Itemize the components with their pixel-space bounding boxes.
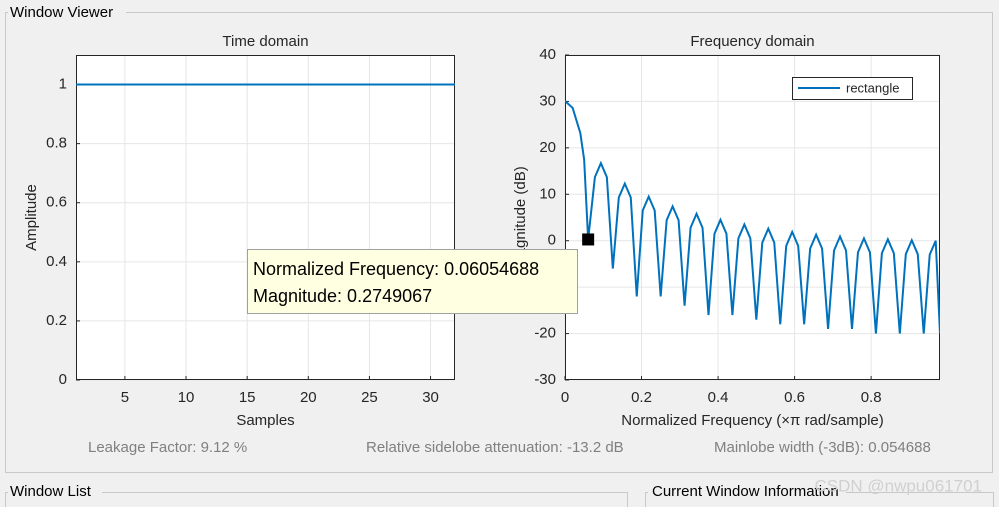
x-tick-label: 15 xyxy=(239,389,256,406)
frame-label-bg xyxy=(8,3,126,23)
axes: 00.20.40.60.8-30-20-10010203040Frequency… xyxy=(512,33,940,429)
y-tick-label: -20 xyxy=(534,325,556,342)
stat: Mainlobe width (-3dB): 0.054688 xyxy=(714,439,931,456)
legend-label: rectangle xyxy=(846,80,899,95)
y-tick-label: 0 xyxy=(59,371,67,388)
y-axis-label: Amplitude xyxy=(23,184,40,251)
x-tick-label: 0 xyxy=(561,389,569,406)
x-axis-label: Normalized Frequency (×π rad/sample) xyxy=(621,412,884,429)
chart-title: Frequency domain xyxy=(690,33,814,50)
y-tick-label: -30 xyxy=(534,371,556,388)
y-tick-label: 0.8 xyxy=(46,135,67,152)
axes-box xyxy=(565,55,940,380)
x-tick-label: 10 xyxy=(178,389,195,406)
plot-area xyxy=(76,55,455,380)
y-tick-label: 10 xyxy=(539,185,556,202)
y-tick-label: 40 xyxy=(539,46,556,63)
panel-title: Current Window Information xyxy=(652,483,839,500)
stat: Leakage Factor: 9.12 % xyxy=(88,439,247,456)
x-tick-label: 25 xyxy=(361,389,378,406)
x-tick-label: 20 xyxy=(300,389,317,406)
list-frame xyxy=(5,492,628,507)
line-series xyxy=(565,100,940,334)
x-tick-label: 0.8 xyxy=(861,389,882,406)
stat: Relative sidelobe attenuation: -13.2 dB xyxy=(366,439,624,456)
y-tick-label: 0.4 xyxy=(46,253,67,270)
y-tick-label: 20 xyxy=(539,139,556,156)
tooltip-text: Normalized Frequency: 0.06054688 xyxy=(253,259,539,279)
x-tick-label: 5 xyxy=(121,389,129,406)
datatip-marker xyxy=(582,233,595,246)
x-tick-label: 0.2 xyxy=(631,389,652,406)
datatip: Normalized Frequency: 0.06054688 Magnitu… xyxy=(247,233,595,314)
y-tick-label: 0.6 xyxy=(46,194,67,211)
y-tick-label: 0 xyxy=(548,232,556,249)
x-tick-label: 0.4 xyxy=(708,389,729,406)
frame-label-bg xyxy=(648,482,846,502)
frame-label-bg xyxy=(8,482,102,502)
charts: 5 10 15 20 25 30 0 0.2 0.4 0.6 0.8 1 Time domain Samp… xyxy=(23,33,940,429)
viewer-frame xyxy=(5,12,993,473)
legend-box xyxy=(792,77,913,100)
plot-area xyxy=(565,55,940,380)
axes-box xyxy=(76,55,455,380)
chart-title: Time domain xyxy=(222,33,308,50)
y-tick-label: 0.2 xyxy=(46,312,67,329)
watermark: CSDN @nwpu061701 xyxy=(814,476,982,495)
y-tick-label: 1 xyxy=(59,76,67,93)
x-axis-label: Samples xyxy=(236,412,294,429)
x-tick-label: 0.6 xyxy=(784,389,805,406)
tooltip-text: Magnitude: 0.2749067 xyxy=(253,286,432,306)
y-tick-label: 30 xyxy=(539,92,556,109)
y-axis-label: Magnitude (dB) xyxy=(512,166,529,269)
panel-title: Window Viewer xyxy=(10,4,113,21)
panel-title: Window List xyxy=(10,483,92,500)
tooltip-box xyxy=(247,249,578,314)
x-tick-label: 30 xyxy=(422,389,439,406)
axes: 5 10 15 20 25 30 0 0.2 0.4 0.6 0.8 1 Time domain Samp… xyxy=(23,33,455,429)
